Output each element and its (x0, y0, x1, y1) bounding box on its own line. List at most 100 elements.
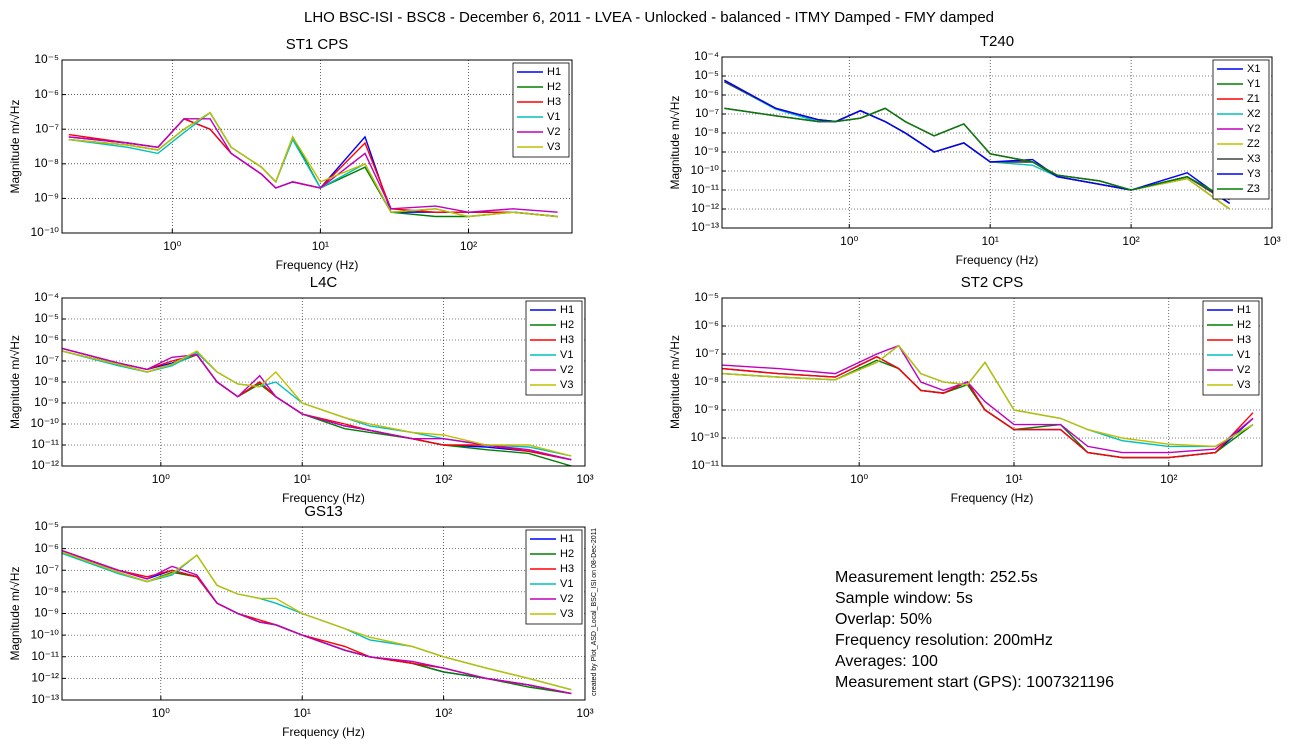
y-tick-label: 10⁻⁹ (34, 395, 59, 409)
x-tick-label: 10² (435, 472, 452, 486)
legend-label: H3 (1237, 334, 1251, 346)
axes-frame (61, 526, 586, 701)
y-tick-label: 10⁻⁵ (694, 290, 719, 304)
legend-label: Z3 (1247, 183, 1260, 195)
y-tick-label: 10⁻¹¹ (691, 182, 719, 196)
legend-label: Y1 (1247, 78, 1260, 90)
x-tick-label: 10² (435, 706, 452, 720)
y-tick-label: 10⁻⁸ (34, 156, 59, 170)
legend-label: H3 (560, 563, 574, 575)
series-line (722, 355, 1254, 459)
y-tick-label: 10⁻⁷ (695, 346, 719, 360)
x-tick-label: 10² (460, 239, 477, 253)
subplot: 10⁰ 10¹ 10² 10⁻¹¹ 10⁻¹⁰ 10⁻⁹ 10⁻⁸ 10⁻⁷ 10⁻⁶ 10⁻⁵ S… (668, 274, 1263, 505)
legend-label: Z2 (1247, 138, 1260, 150)
legend-label: X1 (1247, 63, 1260, 75)
x-tick-label: 10³ (576, 706, 593, 720)
y-tick-label: 10⁻⁹ (694, 402, 719, 416)
y-axis-label: Magnitude m/√Hz (8, 335, 22, 429)
measurement-info: Averages: 100 (835, 653, 938, 670)
y-tick-label: 10⁻¹¹ (691, 458, 719, 472)
legend-label: H1 (560, 533, 574, 545)
x-axis-label: Frequency (Hz) (282, 725, 365, 739)
subplot-title: L4C (310, 274, 338, 291)
legend-label: V2 (560, 593, 573, 605)
measurement-info: Measurement start (GPS): 1007321196 (835, 674, 1114, 691)
y-tick-label: 10⁻⁷ (35, 562, 59, 576)
y-tick-label: 10⁻⁴ (34, 290, 59, 304)
y-tick-label: 10⁻⁸ (34, 584, 59, 598)
y-tick-label: 10⁻⁹ (34, 606, 59, 620)
y-tick-label: 10⁻⁸ (34, 374, 59, 388)
series-line (68, 118, 558, 213)
legend-label: H1 (1237, 304, 1251, 316)
axes-frame (61, 297, 586, 467)
legend-label: X2 (1247, 108, 1260, 120)
legend-label: X3 (1247, 153, 1260, 165)
y-tick-label: 10⁻¹³ (31, 692, 59, 706)
plot-area (722, 57, 1272, 228)
axes-frame (721, 297, 1263, 467)
y-tick-label: 10⁻⁷ (695, 106, 719, 120)
y-tick-label: 10⁻⁷ (35, 353, 59, 367)
series-line (724, 107, 1230, 201)
y-axis-label: Magnitude m/√Hz (668, 96, 682, 190)
y-tick-label: 10⁻¹² (691, 201, 719, 215)
legend-label: V2 (1237, 364, 1250, 376)
x-tick-label: 10⁰ (152, 706, 170, 720)
legend-label: Z1 (1247, 93, 1260, 105)
x-tick-label: 10⁰ (850, 472, 868, 486)
x-tick-label: 10¹ (294, 472, 311, 486)
legend-label: H2 (1237, 319, 1251, 331)
x-axis-label: Frequency (Hz) (282, 491, 365, 505)
subplot: 10⁰ 10¹ 10² 10³ 10⁻¹³ 10⁻¹² 10⁻¹¹ 10⁻¹⁰ 10⁻⁹ 10⁻⁸… (668, 33, 1281, 267)
plot-area (62, 60, 572, 233)
y-tick-label: 10⁻⁸ (694, 125, 719, 139)
x-tick-label: 10⁰ (152, 472, 170, 486)
y-tick-label: 10⁻⁹ (34, 191, 59, 205)
y-tick-label: 10⁻⁸ (694, 374, 719, 388)
legend-label: Y2 (1247, 123, 1260, 135)
subplot-title: T240 (980, 33, 1014, 50)
x-tick-label: 10¹ (982, 234, 999, 248)
y-tick-label: 10⁻¹⁰ (31, 225, 60, 239)
measurement-info: Overlap: 50% (835, 611, 932, 628)
legend-label: H1 (560, 304, 574, 316)
legend-label: H3 (560, 334, 574, 346)
x-tick-label: 10⁰ (840, 234, 858, 248)
series-line (62, 550, 572, 695)
x-tick-label: 10¹ (294, 706, 311, 720)
legend-label: V1 (1237, 349, 1250, 361)
legend-box (525, 529, 583, 625)
legend-box (1202, 300, 1260, 396)
y-tick-label: 10⁻⁶ (694, 87, 719, 101)
y-tick-label: 10⁻⁶ (694, 318, 719, 332)
y-tick-label: 10⁻⁶ (34, 541, 59, 555)
subplot-title: ST1 CPS (286, 36, 349, 53)
x-axis-label: Frequency (Hz) (951, 491, 1034, 505)
y-tick-label: 10⁻¹⁰ (691, 430, 720, 444)
y-tick-label: 10⁻⁵ (694, 68, 719, 82)
axes-frame (61, 59, 573, 234)
x-tick-label: 10² (1160, 472, 1177, 486)
x-tick-label: 10³ (576, 472, 593, 486)
credit: created by Plot_ASD_Local_BSC_ISI on 08-… (591, 528, 598, 696)
y-tick-label: 10⁻⁶ (34, 87, 59, 101)
legend-label: Y3 (1247, 168, 1260, 180)
subplot: 10⁰ 10¹ 10² 10³ 10⁻¹³ 10⁻¹² 10⁻¹¹ 10⁻¹⁰ 10⁻⁹ 10⁻⁸… (8, 503, 594, 739)
legend-label: V3 (560, 608, 573, 620)
series-line (62, 347, 572, 461)
series-line (722, 344, 1254, 454)
y-tick-label: 10⁻¹⁰ (31, 416, 60, 430)
legend-label: V3 (1237, 379, 1250, 391)
y-tick-label: 10⁻⁶ (34, 332, 59, 346)
y-axis-label: Magnitude m/√Hz (668, 335, 682, 429)
y-tick-label: 10⁻⁷ (35, 121, 59, 135)
x-axis-label: Frequency (Hz) (276, 258, 359, 272)
measurement-info: Sample window: 5s (835, 590, 973, 607)
x-tick-label: 10¹ (312, 239, 329, 253)
y-tick-label: 10⁻¹¹ (31, 437, 59, 451)
y-tick-label: 10⁻¹¹ (31, 649, 59, 663)
y-tick-label: 10⁻¹⁰ (691, 163, 720, 177)
